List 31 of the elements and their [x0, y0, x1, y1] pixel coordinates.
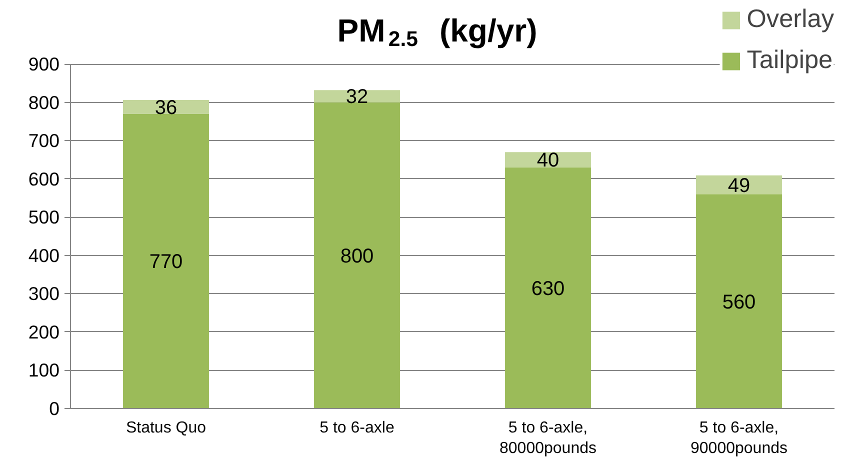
- data-label: 800: [340, 245, 374, 268]
- data-label: 32: [346, 86, 368, 108]
- bar: [123, 114, 209, 408]
- y-tick-label: 700: [28, 130, 60, 152]
- y-tick-label: 500: [28, 206, 60, 228]
- legend-label: Tailpipe: [746, 46, 833, 75]
- x-tick-label: 5 to 6-axle, 80000pounds: [500, 420, 596, 457]
- data-label: 770: [149, 251, 183, 274]
- y-tick-label: 0: [49, 398, 60, 419]
- data-label: 40: [536, 150, 560, 172]
- y-tick-label: 900: [28, 54, 60, 75]
- bar: [314, 102, 400, 408]
- x-tick-label: 5 to 6-axle: [320, 420, 394, 436]
- bar: [696, 175, 782, 194]
- data-label: 36: [154, 96, 178, 119]
- data-label: 49: [728, 174, 750, 197]
- y-tick-label: 400: [28, 244, 60, 266]
- data-label: 630: [531, 278, 565, 300]
- x-tick-label: Status Quo: [126, 420, 206, 436]
- y-tick-label: 800: [28, 92, 60, 113]
- y-tick-label: 300: [28, 283, 60, 304]
- x-tick-label: 5 to 6-axle, 90000pounds: [690, 420, 788, 457]
- legend-label: Overlay: [746, 5, 834, 34]
- bar: [314, 90, 400, 102]
- bar: [505, 167, 591, 408]
- y-tick-label: 100: [28, 360, 60, 381]
- data-label: 560: [722, 291, 756, 314]
- bar: [696, 194, 782, 408]
- y-tick-label: 200: [28, 321, 60, 342]
- bar: [505, 152, 591, 168]
- y-tick-label: 600: [28, 168, 60, 190]
